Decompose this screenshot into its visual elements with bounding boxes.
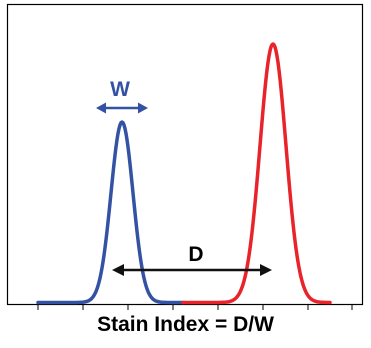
width-arrow [96, 102, 148, 114]
distance-arrow [112, 264, 272, 276]
positive-population-peak [181, 42, 332, 305]
x-axis-ticks [37, 304, 353, 310]
plot-frame [6, 3, 364, 306]
width-label: W [110, 78, 130, 101]
distance-label: D [188, 243, 203, 266]
stain-index-formula: Stain Index = D/W [97, 313, 274, 336]
negative-population-peak [36, 120, 185, 305]
